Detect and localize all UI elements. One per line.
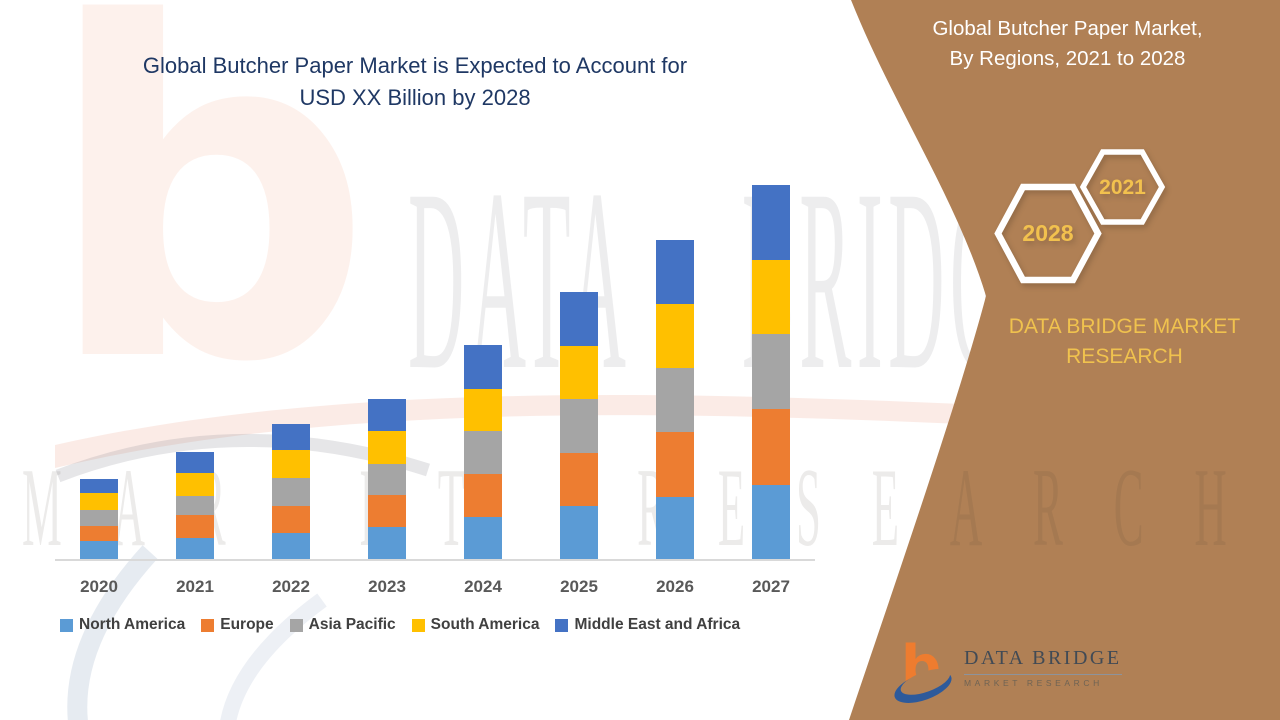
- hexagon-2028: [994, 183, 1102, 284]
- legend-label: North America: [79, 616, 186, 633]
- legend-item: Europe: [201, 616, 274, 634]
- bar-segment-south-america: [656, 304, 694, 368]
- bar-segment-europe: [272, 506, 310, 533]
- legend-swatch: [60, 618, 73, 632]
- chart-title-line1: Global Butcher Paper Market is Expected …: [142, 53, 688, 78]
- data-bridge-logo-icon: b: [894, 635, 952, 703]
- watermark-red-swoosh: [55, 394, 962, 468]
- bar-segment-europe: [368, 495, 406, 527]
- legend: North America Europe Asia Pacific South Ame…: [60, 616, 740, 634]
- bar-segment-south-america: [752, 260, 790, 334]
- bar-segment-south-america: [272, 450, 310, 478]
- bar-segment-middle-east-and-africa: [464, 345, 502, 389]
- bar-segment-north-america: [560, 506, 598, 559]
- bar-segment-north-america: [368, 527, 406, 559]
- legend-label: Asia Pacific: [308, 616, 396, 633]
- bar-segment-middle-east-and-africa: [80, 479, 118, 493]
- data-bridge-logo: b DATA BRIDGE MARKET RESEARCH: [893, 635, 1122, 705]
- watermark-market-research-text: MARKET RESEARCH: [22, 446, 1278, 570]
- panel-title: Global Butcher Paper Market, By Regions,…: [915, 14, 1220, 74]
- legend-label: Middle East and Africa: [574, 616, 741, 633]
- bar-segment-middle-east-and-africa: [560, 292, 598, 346]
- bar-segment-middle-east-and-africa: [272, 424, 310, 450]
- bar-segment-middle-east-and-africa: [752, 185, 790, 260]
- badge-back-year: 2028: [1022, 220, 1073, 246]
- bar-segment-south-america: [464, 389, 502, 431]
- bar-segment-south-america: [368, 431, 406, 464]
- bar-segment-asia-pacific: [752, 334, 790, 409]
- panel-brand: DATA BRIDGE MARKET RESEARCH: [972, 312, 1277, 372]
- legend-swatch: [201, 618, 215, 632]
- bar-segment-north-america: [176, 538, 214, 559]
- bar-segment-middle-east-and-africa: [656, 240, 694, 304]
- legend-swatch: [289, 618, 303, 632]
- bar-segment-north-america: [272, 533, 310, 559]
- legend-label: Europe: [220, 616, 274, 633]
- bar-segment-north-america: [752, 485, 790, 559]
- watermark-b-letter: b: [44, 0, 374, 463]
- side-panel-shape: [849, 0, 1280, 720]
- x-axis-tick-label: 2023: [368, 577, 406, 596]
- watermark-corner-arc-1: [67, 545, 158, 720]
- bar-segment-asia-pacific: [560, 399, 598, 453]
- x-axis-tick-label: 2021: [176, 577, 214, 596]
- bar-segment-north-america: [464, 517, 502, 559]
- bar-segment-middle-east-and-africa: [368, 399, 406, 431]
- logo-name: DATA BRIDGE: [964, 647, 1122, 675]
- legend-item: Asia Pacific: [289, 616, 396, 634]
- bar-segment-south-america: [560, 346, 598, 399]
- x-axis-tick-label: 2027: [752, 577, 790, 596]
- panel-title-line2: By Regions, 2021 to 2028: [949, 47, 1186, 70]
- bar-segment-europe: [80, 526, 118, 541]
- bar-segment-europe: [560, 453, 598, 506]
- badge-front-year: 2021: [1099, 176, 1146, 199]
- bar-segment-asia-pacific: [176, 496, 214, 515]
- bar-segment-asia-pacific: [272, 478, 310, 506]
- logo-subtitle: MARKET RESEARCH: [964, 678, 1103, 688]
- year-badges: 2021 2028: [994, 149, 1166, 284]
- legend-item: Middle East and Africa: [555, 616, 740, 634]
- bar-segment-middle-east-and-africa: [176, 452, 214, 473]
- chart-title: Global Butcher Paper Market is Expected …: [65, 50, 765, 114]
- bar-segment-asia-pacific: [656, 368, 694, 432]
- x-axis-line: [55, 559, 815, 561]
- panel-brand-line2: RESEARCH: [1066, 345, 1183, 368]
- logo-text: DATA BRIDGE MARKET RESEARCH: [964, 635, 1122, 705]
- legend-item: South America: [411, 616, 540, 634]
- bar-segment-europe: [464, 474, 502, 517]
- legend-label: South America: [430, 616, 540, 633]
- x-axis-tick-label: 2020: [80, 577, 118, 596]
- bar-segment-europe: [752, 409, 790, 485]
- legend-swatch: [555, 618, 569, 632]
- logo-swoosh: [894, 668, 952, 703]
- hexagon-2021: [1079, 149, 1166, 225]
- bar-segment-asia-pacific: [368, 464, 406, 495]
- bar-segment-europe: [656, 432, 694, 497]
- x-axis-tick-label: 2022: [272, 577, 310, 596]
- x-axis-tick-label: 2026: [656, 577, 694, 596]
- legend-item: North America: [60, 616, 185, 634]
- bar-segment-asia-pacific: [464, 431, 502, 474]
- bar-segment-asia-pacific: [80, 510, 118, 526]
- bar-segment-north-america: [80, 541, 118, 559]
- legend-swatch: [411, 618, 425, 632]
- panel-brand-line1: DATA BRIDGE MARKET: [1008, 315, 1241, 338]
- watermark-corner-arc-2: [220, 593, 327, 720]
- panel-title-line1: Global Butcher Paper Market,: [932, 17, 1203, 40]
- x-axis-tick-label: 2024: [464, 577, 502, 596]
- bar-segment-south-america: [176, 473, 214, 496]
- bar-segment-europe: [176, 515, 214, 538]
- bar-segment-south-america: [80, 493, 118, 510]
- x-axis-tick-label: 2025: [560, 577, 598, 596]
- chart-title-line2: USD XX Billion by 2028: [299, 85, 531, 110]
- bar-segment-north-america: [656, 497, 694, 559]
